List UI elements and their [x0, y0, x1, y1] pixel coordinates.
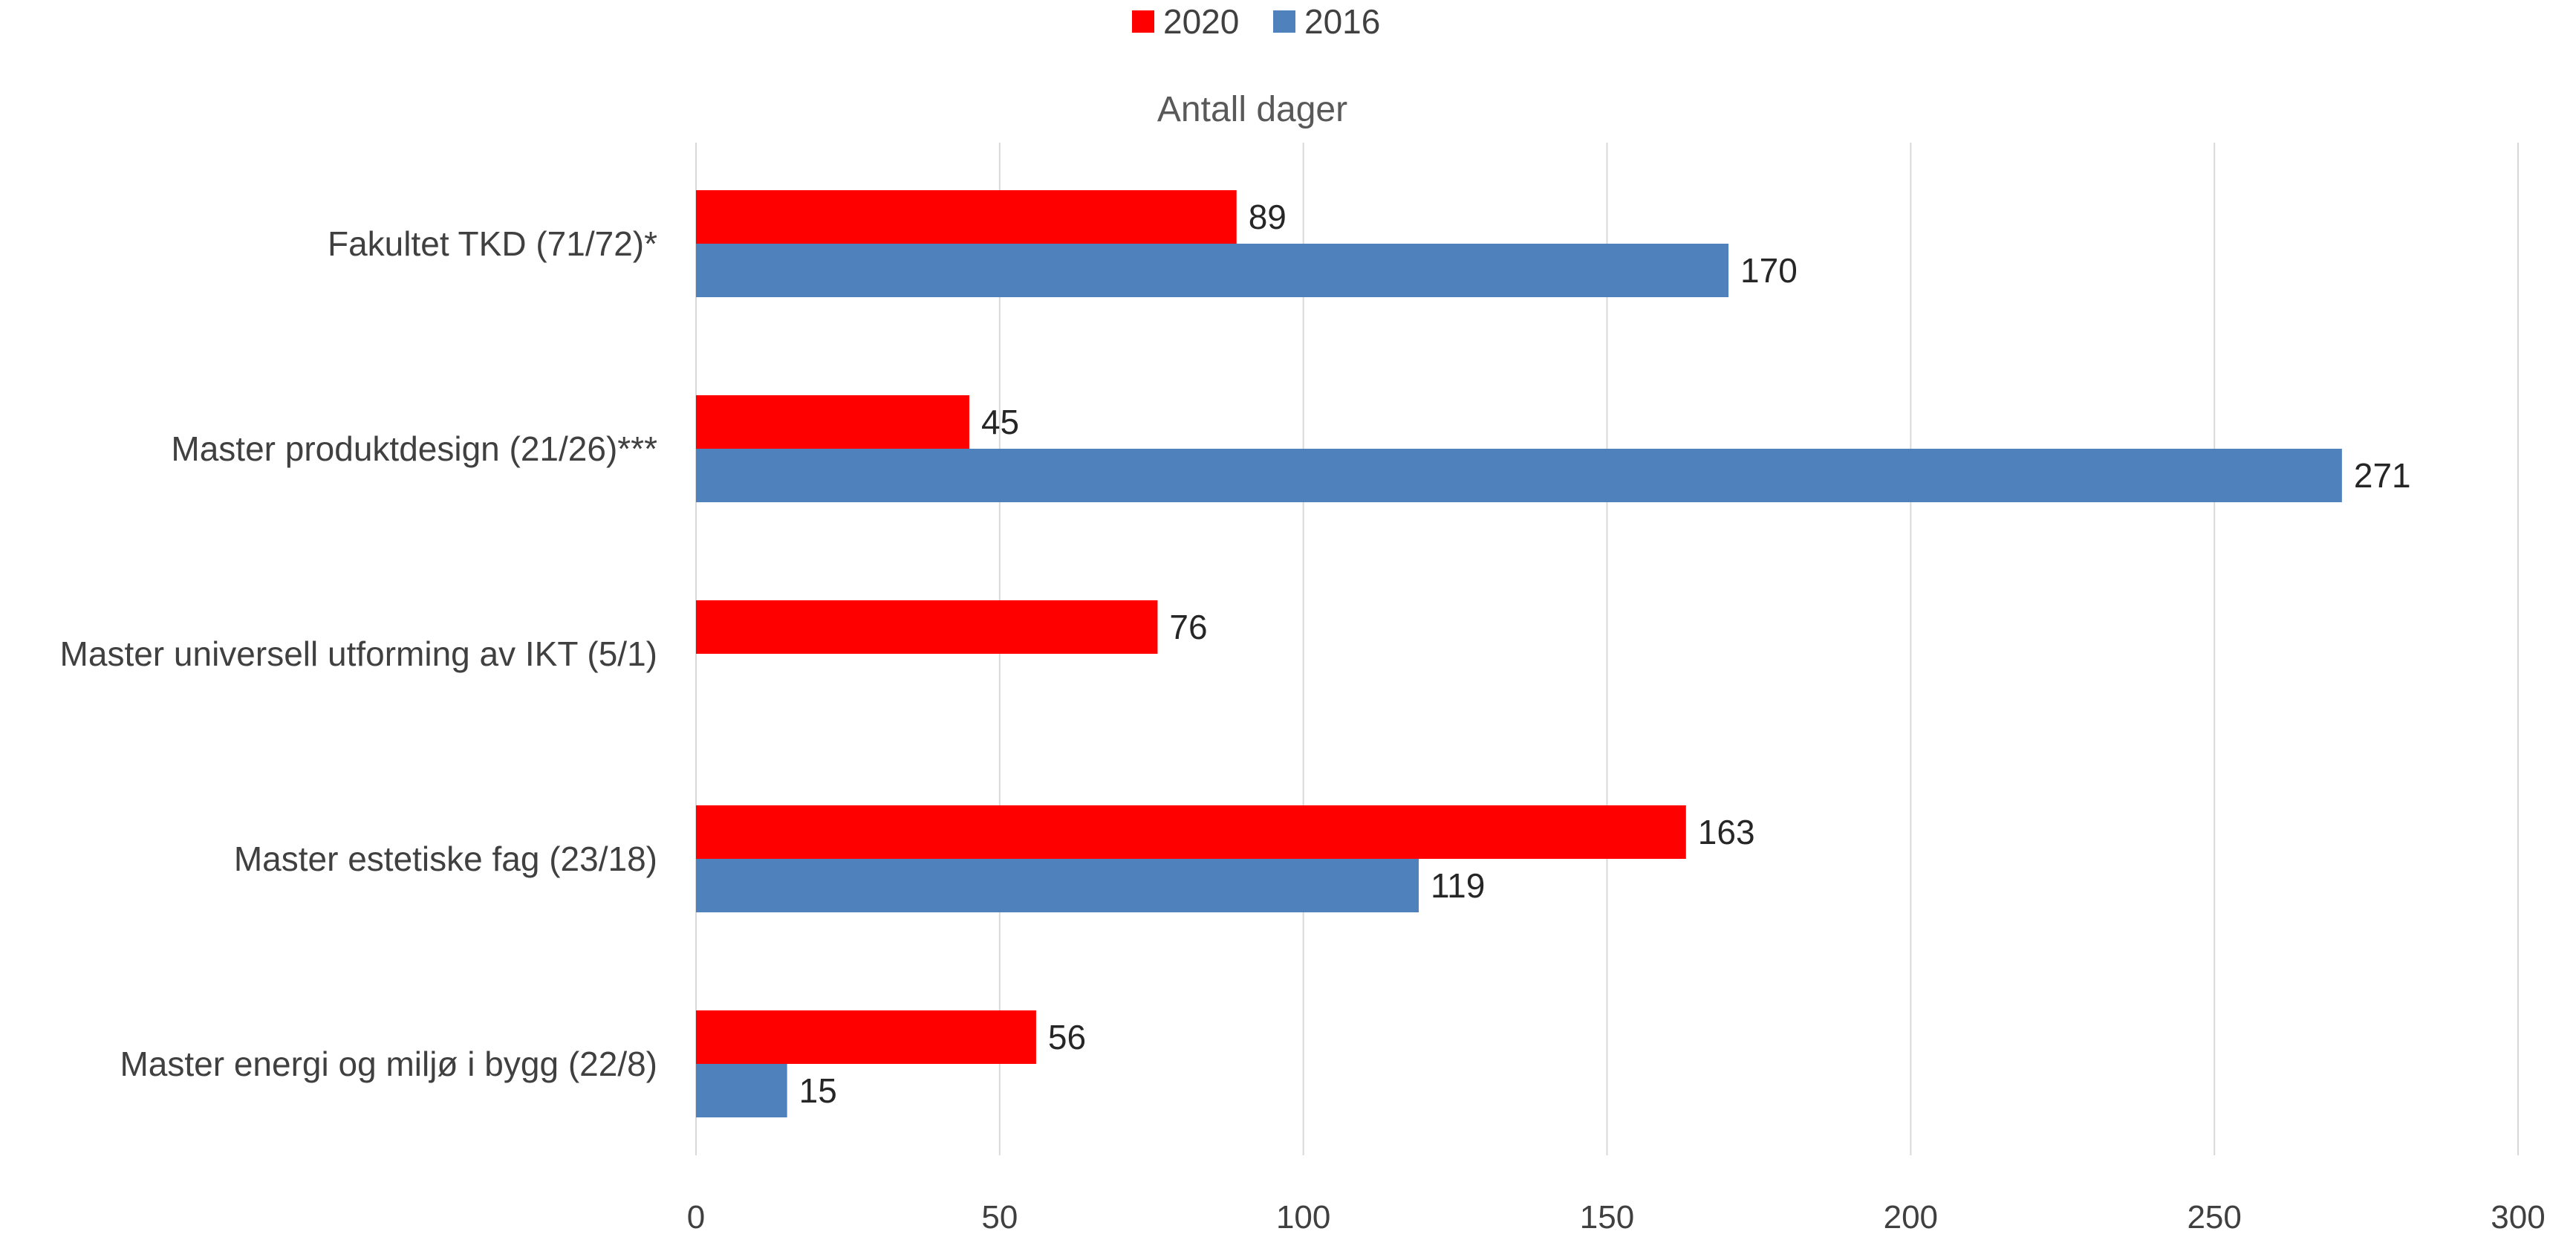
- category-label: Master energi og miljø i bygg (22/8): [120, 1045, 657, 1083]
- data-labels: 89 170 45 271 76 163 119 56 15: [799, 198, 2411, 1110]
- data-label-2020: 89: [1249, 198, 1287, 236]
- bar-2020: [696, 395, 969, 449]
- x-tick-label: 50: [981, 1199, 1018, 1233]
- category-labels: Fakultet TKD (71/72)* Master produktdesig…: [60, 224, 658, 1083]
- legend-label-2016: 2016: [1304, 2, 1380, 41]
- data-label-2016: 271: [2354, 456, 2411, 495]
- legend-label-2020: 2020: [1163, 2, 1239, 41]
- data-label-2016: 170: [1740, 251, 1798, 290]
- data-label-2020: 56: [1048, 1018, 1086, 1056]
- bar-2016: [696, 244, 1729, 297]
- bar-2016: [696, 1064, 787, 1117]
- bar-2016: [696, 449, 2342, 502]
- gridlines: [695, 143, 2519, 1155]
- category-label: Fakultet TKD (71/72)*: [328, 224, 657, 263]
- data-label-2020: 163: [1698, 813, 1755, 851]
- data-label-2020: 76: [1169, 608, 1207, 646]
- x-tick-label: 200: [1884, 1199, 1938, 1233]
- data-label-2016: 15: [799, 1071, 837, 1110]
- category-label: Master estetiske fag (23/18): [234, 840, 657, 878]
- x-tick-label: 300: [2491, 1199, 2545, 1233]
- x-tick-label: 100: [1276, 1199, 1330, 1233]
- category-label: Master produktdesign (21/26)***: [171, 429, 657, 468]
- bar-2016: [696, 859, 1419, 912]
- data-label-2020: 45: [981, 403, 1019, 441]
- bar-2020: [696, 190, 1237, 244]
- legend-swatch-2020: [1132, 10, 1154, 33]
- x-axis-title: Antall dager: [1157, 90, 1347, 129]
- legend-swatch-2016: [1273, 10, 1295, 33]
- legend: 2020 2016: [1132, 2, 1380, 41]
- category-label: Master universell utforming av IKT (5/1): [60, 634, 657, 673]
- bars: [696, 190, 2342, 1117]
- bar-2020: [696, 805, 1686, 859]
- x-tick-label: 150: [1580, 1199, 1634, 1233]
- data-label-2016: 119: [1431, 866, 1485, 905]
- bar-2020: [696, 1010, 1036, 1064]
- x-tick-label: 250: [2187, 1199, 2241, 1233]
- x-tick-labels: 0 50 100 150 200 250 300: [687, 1199, 2546, 1236]
- bar-2020: [696, 600, 1158, 654]
- x-tick-label: 0: [687, 1199, 705, 1233]
